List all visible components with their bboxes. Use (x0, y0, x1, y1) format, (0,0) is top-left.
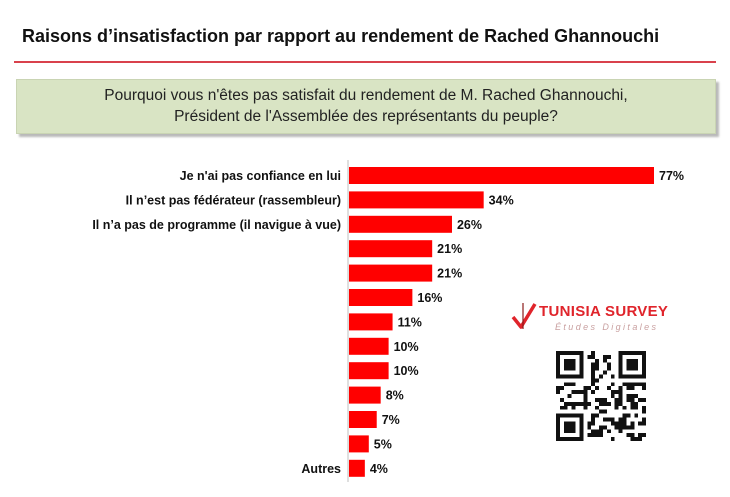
bar-8 (349, 362, 389, 380)
bar-6 (349, 313, 393, 331)
value-label-10: 7% (382, 413, 400, 427)
brand-logo: TUNISIA SURVEY Études Digitales (511, 301, 671, 332)
value-label-8: 10% (394, 364, 419, 378)
value-label-1: 34% (489, 193, 514, 207)
bar-2 (349, 215, 452, 233)
bar-10 (349, 411, 377, 428)
bar-5 (349, 289, 413, 306)
qr-code-icon (556, 351, 646, 441)
brand-subtitle: Études Digitales (555, 322, 659, 332)
page-title: Raisons d’insatisfaction par rapport au … (22, 26, 660, 46)
value-label-4: 21% (437, 267, 462, 281)
value-label-11: 5% (374, 437, 392, 451)
title-underline (14, 61, 716, 63)
bar-9 (349, 386, 381, 404)
bar-7 (349, 337, 389, 355)
category-label-2: Il n’a pas de programme (il navigue à vu… (92, 218, 341, 232)
value-label-0: 77% (659, 169, 684, 183)
bars-group: 77% Je n'ai pas confiance en lui 34% Il n’e… (92, 167, 684, 477)
bar-12 (349, 459, 365, 477)
checkmark-logo-icon (511, 303, 537, 329)
category-label-1: Il n’est pas fédérateur (rassembleur) (126, 193, 341, 207)
bar-4 (349, 264, 433, 282)
value-label-5: 16% (417, 291, 442, 305)
bar-1 (349, 191, 484, 209)
value-label-9: 8% (386, 389, 404, 403)
value-label-2: 26% (457, 218, 482, 232)
bar-11 (349, 435, 369, 453)
bar-3 (349, 240, 433, 258)
brand-name: TUNISIA SURVEY (539, 303, 669, 320)
category-label-0: Je n'ai pas confiance en lui (180, 169, 341, 183)
value-label-12: 4% (370, 462, 388, 476)
value-label-6: 11% (398, 315, 422, 329)
question-line-1: Pourquoi vous n'êtes pas satisfait du re… (104, 87, 628, 104)
question-line-2: Président de l'Assemblée des représentan… (174, 108, 558, 125)
bar-0 (349, 167, 654, 184)
category-label-12: Autres (301, 462, 341, 476)
value-label-3: 21% (437, 242, 462, 256)
value-label-7: 10% (394, 340, 419, 354)
question-box: Pourquoi vous n'êtes pas satisfait du re… (16, 79, 716, 134)
